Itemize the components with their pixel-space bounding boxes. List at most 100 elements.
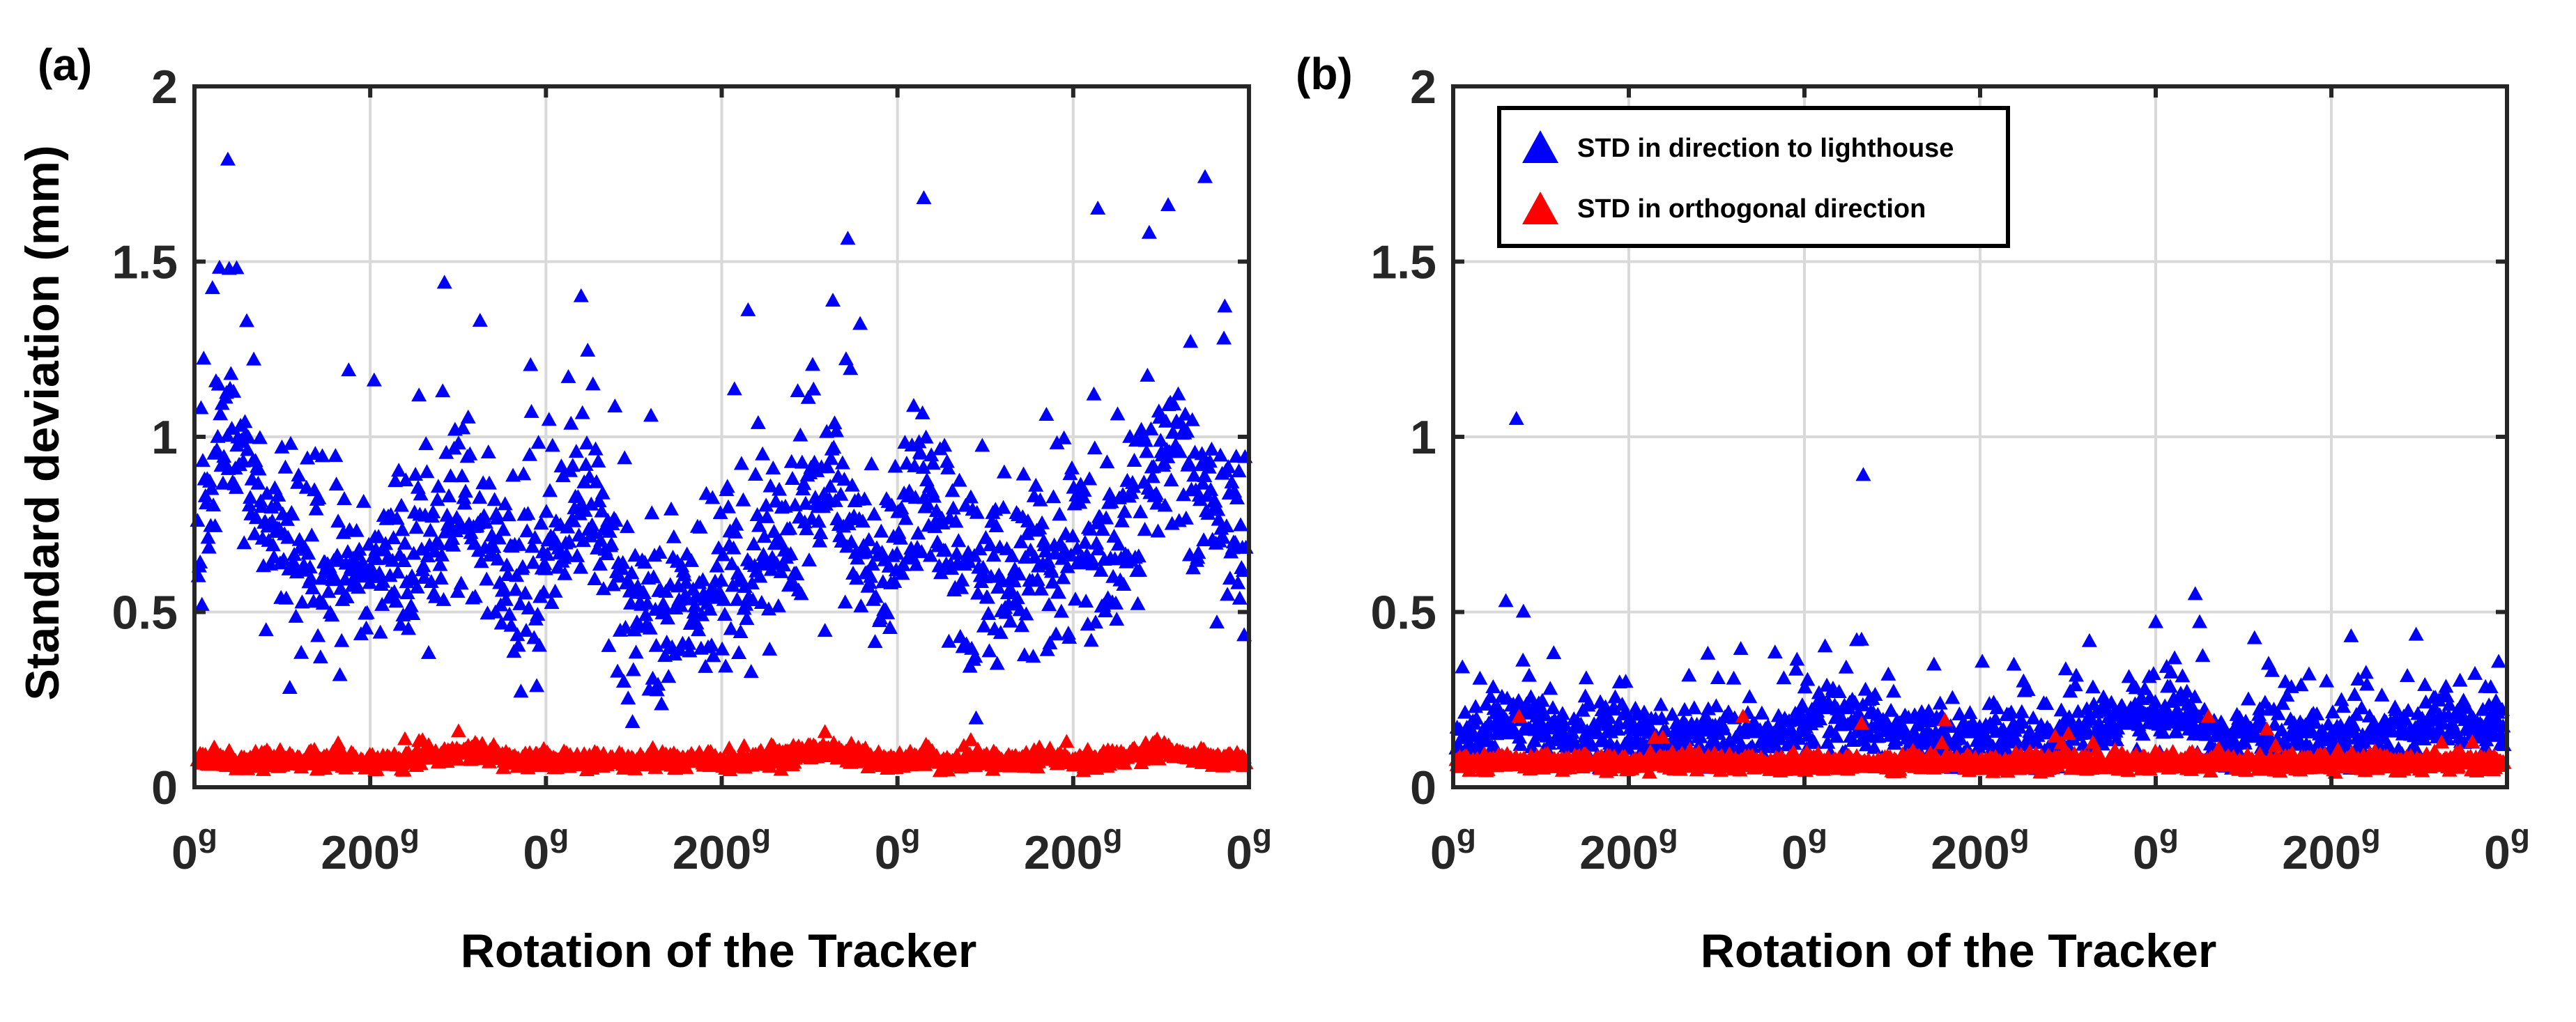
data-point	[434, 547, 450, 562]
data-point	[2459, 699, 2475, 714]
data-point	[694, 607, 710, 621]
data-point	[197, 488, 213, 502]
data-point	[2057, 661, 2073, 676]
data-point	[953, 580, 969, 594]
data-point	[825, 293, 841, 307]
data-point	[1069, 541, 1085, 555]
data-point	[1140, 367, 1156, 382]
data-point	[386, 584, 402, 598]
data-point	[1469, 711, 1485, 725]
data-point	[1103, 494, 1119, 509]
data-point	[1455, 659, 1471, 674]
data-point	[1016, 647, 1032, 662]
data-point	[2481, 697, 2497, 712]
data-point	[221, 743, 237, 757]
data-point	[833, 486, 849, 501]
data-point	[397, 731, 413, 745]
data-point	[2279, 688, 2295, 702]
data-point	[2025, 710, 2041, 725]
data-point	[240, 442, 256, 456]
data-point	[341, 362, 357, 377]
data-point	[500, 507, 516, 522]
data-point	[811, 513, 827, 528]
data-point	[1052, 506, 1068, 521]
data-point	[445, 537, 461, 552]
data-point	[731, 644, 747, 659]
data-point	[486, 492, 503, 506]
legend-label-series-1: STD in direction to lighthouse	[1577, 134, 1954, 163]
data-point	[2108, 732, 2124, 747]
data-point	[252, 430, 268, 444]
data-point	[1800, 672, 1816, 686]
data-point	[210, 376, 227, 391]
data-point	[486, 539, 502, 553]
data-point	[2079, 701, 2095, 715]
data-point	[624, 565, 640, 580]
data-point	[1002, 613, 1018, 628]
data-point	[1107, 595, 1124, 610]
data-point	[460, 409, 476, 424]
data-point	[280, 529, 296, 544]
data-point	[1227, 534, 1243, 549]
data-point	[2039, 696, 2055, 711]
data-point	[592, 556, 608, 571]
data-point	[2060, 726, 2076, 741]
data-point	[578, 456, 594, 471]
data-point	[229, 260, 245, 274]
data-point	[1754, 705, 1770, 720]
data-point	[1028, 477, 1044, 492]
data-point	[745, 592, 761, 607]
data-point	[925, 456, 941, 470]
data-point	[561, 534, 577, 548]
data-point	[698, 658, 714, 673]
data-point	[2137, 681, 2153, 695]
data-point	[529, 678, 545, 692]
data-point	[1508, 410, 1524, 425]
data-point	[789, 566, 805, 581]
data-point	[2135, 727, 2151, 741]
data-point	[914, 544, 930, 559]
data-point	[1013, 534, 1029, 548]
data-point	[454, 468, 470, 483]
data-point	[236, 535, 252, 550]
data-point	[213, 406, 229, 421]
data-point	[898, 511, 914, 525]
data-point	[1866, 740, 1883, 754]
data-point	[782, 520, 798, 535]
data-point	[976, 618, 992, 633]
data-point	[527, 529, 543, 544]
data-point	[202, 473, 218, 488]
data-point	[910, 525, 926, 540]
data-point	[1988, 711, 2004, 726]
data-point	[820, 459, 836, 474]
data-point	[563, 415, 579, 430]
data-point	[196, 350, 212, 365]
data-point	[2434, 734, 2450, 749]
data-point	[2085, 679, 2101, 694]
data-point	[1855, 467, 1871, 481]
data-point	[736, 738, 752, 752]
data-point	[1157, 497, 1173, 512]
data-point	[628, 644, 644, 659]
data-point	[2003, 704, 2019, 719]
data-point	[1220, 587, 1236, 601]
x-tick-label: 0g	[1430, 817, 1476, 879]
data-point	[1034, 515, 1050, 529]
data-point	[726, 540, 742, 555]
data-point	[1202, 454, 1218, 468]
data-point	[1195, 475, 1211, 490]
data-point	[1144, 469, 1160, 483]
data-point	[702, 601, 718, 616]
series-1	[190, 151, 1254, 729]
data-point	[1032, 492, 1048, 506]
data-point	[951, 533, 967, 548]
data-point	[944, 483, 960, 497]
data-point	[1937, 712, 1953, 727]
data-point	[939, 454, 955, 468]
data-point	[2275, 695, 2291, 710]
data-point	[305, 580, 321, 594]
data-point	[836, 472, 852, 486]
data-point	[1817, 638, 1833, 653]
data-point	[2439, 688, 2455, 703]
data-point	[302, 559, 318, 574]
